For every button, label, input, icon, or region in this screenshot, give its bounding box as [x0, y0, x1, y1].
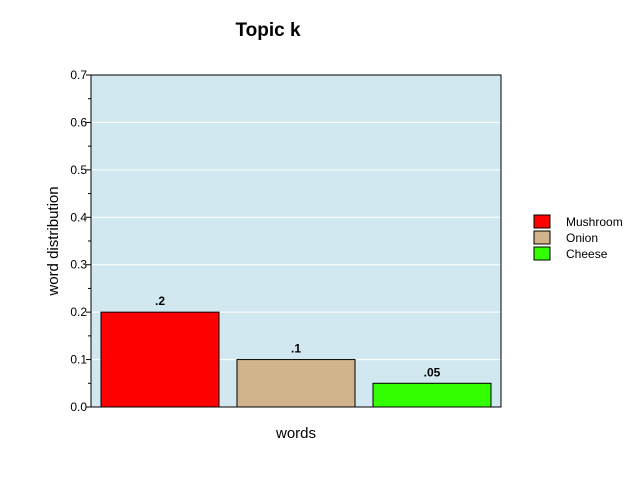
- y-tick-label: 0.3: [70, 258, 87, 272]
- y-tick-label: 0.0: [70, 400, 87, 414]
- legend-label: Cheese: [566, 247, 608, 261]
- y-axis: 0.0 0.1 0.2 0.3 0.4 0.5 0.6 0.7: [70, 68, 91, 414]
- legend-label: Onion: [566, 231, 598, 245]
- data-labels: .2 .1 .05: [155, 294, 441, 379]
- legend-swatch-mushroom: [533, 214, 551, 229]
- y-axis-label: word distribution: [45, 186, 62, 296]
- bar-cheese: [372, 382, 492, 408]
- y-tick-label: 0.2: [70, 305, 87, 319]
- legend: Mushroom Onion Cheese: [533, 214, 623, 261]
- y-tick-label: 0.4: [70, 210, 87, 224]
- chart-title: Topic k: [235, 20, 301, 41]
- legend-swatch-onion: [533, 230, 551, 245]
- bar-onion: [236, 359, 356, 408]
- bar-value-label: .1: [291, 342, 301, 356]
- y-tick-label: 0.6: [70, 115, 87, 129]
- bar-mushroom: [100, 311, 220, 408]
- bar-value-label: .2: [155, 294, 165, 308]
- bars: [100, 311, 492, 408]
- y-tick-label: 0.5: [70, 163, 87, 177]
- x-axis-label: words: [275, 425, 316, 442]
- bar-value-label: .05: [424, 365, 441, 379]
- y-tick-label: 0.1: [70, 353, 87, 367]
- y-tick-label: 0.7: [70, 68, 87, 82]
- legend-swatch-cheese: [533, 246, 551, 261]
- legend-label: Mushroom: [566, 215, 623, 229]
